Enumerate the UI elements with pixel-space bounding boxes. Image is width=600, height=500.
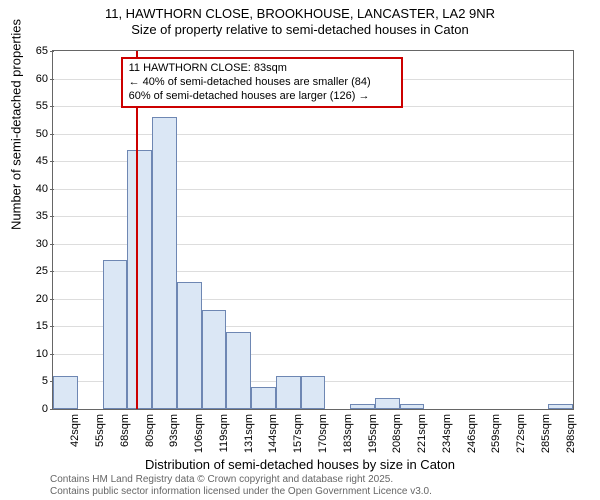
y-axis-label: Number of semi-detached properties [9,19,24,230]
histogram-bar [152,117,177,409]
y-tick-label: 65 [36,45,53,57]
histogram-bar [251,387,276,409]
y-tick-label: 45 [36,155,53,167]
x-tick-label: 131sqm [243,414,255,453]
y-tick-label: 35 [36,210,53,222]
histogram-bar [53,376,78,409]
x-tick-label: 259sqm [490,414,502,453]
title-line-1: 11, HAWTHORN CLOSE, BROOKHOUSE, LANCASTE… [105,6,495,21]
histogram-bar [202,310,227,409]
histogram-bar [400,404,425,410]
x-tick-label: 80sqm [144,414,156,447]
histogram-bar [350,404,375,410]
annotation-box: 11 HAWTHORN CLOSE: 83sqm ← 40% of semi-de… [121,57,403,108]
y-tick-label: 10 [36,348,53,360]
x-tick-label: 93sqm [168,414,180,447]
chart-title: 11, HAWTHORN CLOSE, BROOKHOUSE, LANCASTE… [0,0,600,39]
x-tick-label: 157sqm [292,414,304,453]
anno-line-3: 60% of semi-detached houses are larger (… [129,90,370,102]
x-tick-label: 55sqm [94,414,106,447]
chart-container: 11, HAWTHORN CLOSE, BROOKHOUSE, LANCASTE… [0,0,600,500]
histogram-bar [177,282,202,409]
y-tick-label: 15 [36,320,53,332]
y-tick-label: 20 [36,293,53,305]
x-tick-label: 208sqm [391,414,403,453]
x-tick-label: 170sqm [317,414,329,453]
histogram-bar [375,398,400,409]
y-tick-label: 5 [42,375,53,387]
x-tick-label: 106sqm [193,414,205,453]
y-tick-label: 30 [36,238,53,250]
x-tick-label: 246sqm [466,414,478,453]
histogram-bar [548,404,573,410]
plot-area: 0510152025303540455055606511 HAWTHORN CL… [52,50,574,410]
gridline [53,134,573,135]
y-tick-label: 0 [42,403,53,415]
title-line-2: Size of property relative to semi-detach… [131,22,468,37]
attribution-footer: Contains HM Land Registry data © Crown c… [50,474,432,498]
x-tick-label: 221sqm [416,414,428,453]
histogram-bar [276,376,301,409]
histogram-bar [127,150,152,409]
anno-line-2: ← 40% of semi-detached houses are smalle… [129,76,371,88]
x-axis-label: Distribution of semi-detached houses by … [0,457,600,472]
x-tick-label: 285sqm [540,414,552,453]
histogram-bar [301,376,326,409]
x-tick-label: 68sqm [119,414,131,447]
x-tick-label: 195sqm [367,414,379,453]
y-tick-label: 25 [36,265,53,277]
y-tick-label: 60 [36,73,53,85]
footer-line-2: Contains public sector information licen… [50,486,432,497]
x-tick-label: 298sqm [565,414,577,453]
x-tick-label: 119sqm [218,414,230,452]
histogram-bar [226,332,251,409]
y-tick-label: 50 [36,128,53,140]
anno-line-1: 11 HAWTHORN CLOSE: 83sqm [129,62,287,74]
x-tick-label: 42sqm [69,414,81,447]
x-tick-label: 183sqm [342,414,354,453]
x-tick-label: 272sqm [515,414,527,453]
footer-line-1: Contains HM Land Registry data © Crown c… [50,474,393,485]
x-tick-label: 234sqm [441,414,453,453]
histogram-bar [103,260,128,409]
y-tick-label: 55 [36,100,53,112]
y-tick-label: 40 [36,183,53,195]
x-tick-label: 144sqm [267,414,279,453]
